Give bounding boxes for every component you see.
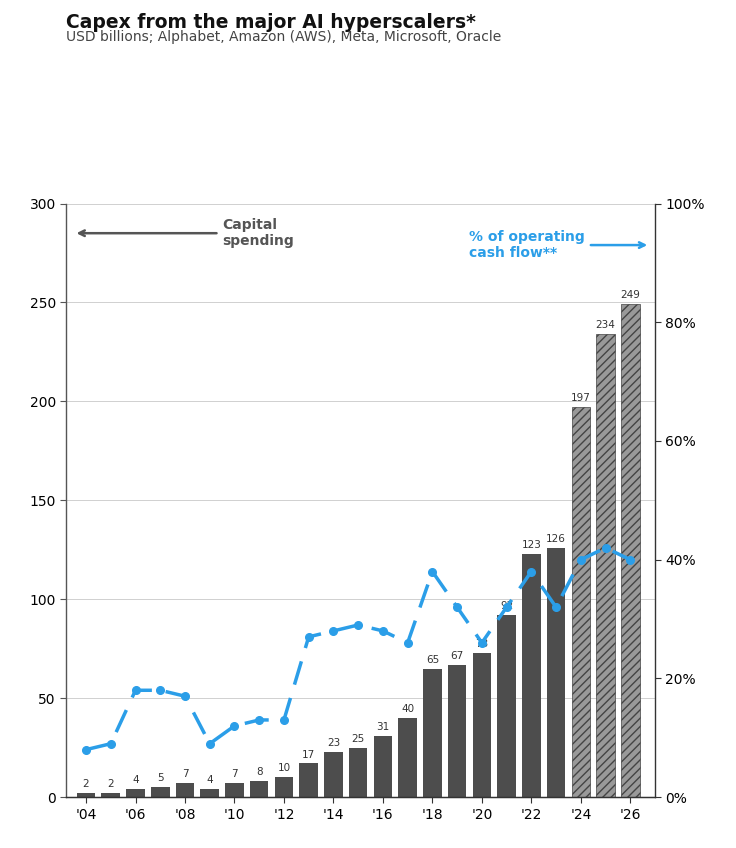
Text: 40: 40 (401, 704, 414, 714)
Text: 4: 4 (206, 775, 213, 785)
Bar (596, 334, 615, 797)
Bar (621, 304, 640, 797)
Bar (374, 736, 392, 797)
Bar (77, 793, 95, 797)
Text: 31: 31 (376, 722, 389, 732)
Bar (572, 407, 590, 797)
Bar (275, 778, 293, 797)
Text: 2: 2 (107, 779, 114, 789)
Text: 4: 4 (132, 775, 139, 785)
Text: 17: 17 (302, 750, 315, 760)
Bar (176, 784, 194, 797)
Bar (473, 653, 491, 797)
Text: 5: 5 (157, 773, 163, 784)
Bar (300, 763, 318, 797)
Bar (102, 793, 120, 797)
Bar (447, 665, 467, 797)
Bar (151, 787, 169, 797)
Text: 10: 10 (277, 763, 291, 773)
Bar (127, 789, 145, 797)
Bar (522, 554, 541, 797)
Text: 25: 25 (352, 734, 365, 744)
Text: 234: 234 (595, 321, 615, 330)
Bar (423, 668, 442, 797)
Text: 197: 197 (571, 393, 591, 404)
Bar (349, 748, 367, 797)
Text: 65: 65 (425, 655, 439, 665)
Bar (498, 615, 516, 797)
Bar (225, 784, 244, 797)
Text: Capital
spending: Capital spending (79, 218, 294, 248)
Bar (398, 718, 417, 797)
Text: 2: 2 (82, 779, 89, 789)
Text: 123: 123 (521, 540, 541, 550)
Bar (200, 789, 219, 797)
Text: 73: 73 (475, 639, 489, 649)
Text: % of operating
cash flow**: % of operating cash flow** (470, 230, 645, 260)
Text: 67: 67 (450, 650, 464, 661)
Bar (250, 781, 269, 797)
Bar (547, 548, 565, 797)
Text: 126: 126 (546, 534, 566, 544)
Text: USD billions; Alphabet, Amazon (AWS), Meta, Microsoft, Oracle: USD billions; Alphabet, Amazon (AWS), Me… (66, 30, 501, 44)
Text: Capex from the major AI hyperscalers*: Capex from the major AI hyperscalers* (66, 13, 476, 31)
Text: 23: 23 (327, 738, 340, 748)
Text: 7: 7 (182, 769, 188, 779)
Text: 249: 249 (620, 291, 640, 300)
Text: 8: 8 (256, 767, 263, 778)
Text: 7: 7 (231, 769, 238, 779)
Text: 92: 92 (500, 601, 513, 611)
Bar (324, 751, 343, 797)
